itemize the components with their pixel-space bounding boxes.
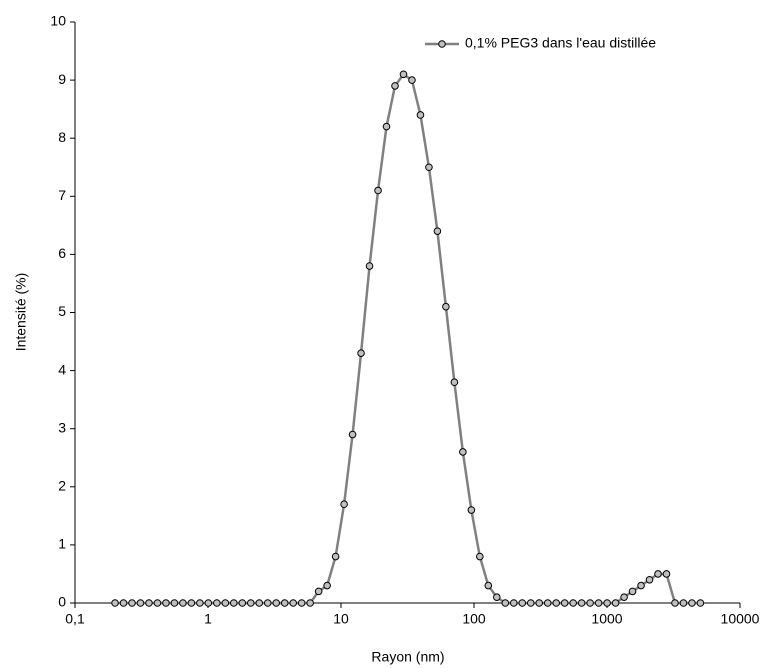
data-point	[654, 570, 662, 578]
y-tick-label: 4	[58, 361, 66, 377]
x-axis-label: Rayon (nm)	[371, 649, 444, 665]
data-point	[238, 599, 247, 607]
y-axis-label: Intensité (%)	[13, 273, 29, 352]
data-point	[408, 76, 416, 84]
data-point	[526, 599, 535, 607]
x-tick-label: 10	[333, 611, 349, 627]
data-point	[620, 593, 628, 601]
data-point	[399, 70, 408, 79]
data-point	[289, 599, 297, 607]
data-point	[229, 599, 238, 607]
data-point	[552, 599, 561, 607]
y-tick-label: 7	[58, 187, 66, 203]
data-point	[162, 599, 170, 607]
legend-marker	[438, 40, 446, 48]
data-point	[501, 599, 510, 607]
data-point	[221, 599, 230, 607]
y-tick-label: 2	[58, 478, 66, 494]
data-point	[365, 262, 374, 270]
data-point	[382, 122, 391, 131]
x-tick-label: 10000	[721, 611, 760, 627]
data-point	[442, 302, 450, 311]
data-point	[391, 82, 399, 90]
data-point	[348, 430, 357, 439]
data-point	[128, 599, 136, 607]
data-point	[586, 599, 594, 607]
data-point	[280, 599, 289, 607]
data-point	[569, 599, 577, 607]
data-point	[594, 599, 603, 607]
data-point	[509, 599, 518, 607]
data-point	[467, 506, 476, 514]
data-point	[374, 186, 382, 195]
data-point	[323, 581, 331, 590]
y-tick-label: 6	[58, 245, 66, 261]
data-point	[179, 599, 187, 607]
data-point	[450, 378, 459, 387]
data-point	[688, 599, 696, 607]
data-point	[331, 552, 340, 561]
data-point	[645, 575, 654, 584]
data-point	[306, 599, 314, 607]
data-point	[535, 599, 544, 607]
data-point	[187, 599, 196, 607]
data-point	[425, 163, 433, 172]
data-point	[357, 349, 365, 357]
data-point	[196, 599, 204, 607]
data-point	[119, 599, 128, 607]
data-point	[340, 500, 348, 509]
data-point	[628, 587, 637, 596]
data-point	[696, 599, 705, 607]
data-point	[560, 599, 569, 607]
data-point	[170, 599, 179, 607]
x-tick-label: 0,1	[65, 611, 85, 627]
data-point	[314, 587, 323, 596]
data-point	[603, 599, 611, 607]
data-point	[416, 111, 425, 119]
data-point	[204, 599, 213, 607]
y-tick-label: 9	[58, 71, 66, 87]
data-point	[518, 599, 527, 607]
data-point	[263, 599, 272, 607]
data-point	[476, 552, 484, 561]
data-point	[637, 581, 645, 590]
data-point	[255, 599, 264, 607]
data-point	[136, 599, 145, 607]
x-tick-label: 100	[462, 611, 486, 627]
y-tick-label: 0	[58, 594, 66, 610]
legend-label: 0,1% PEG3 dans l'eau distillée	[465, 35, 656, 51]
data-point	[246, 599, 255, 607]
data-point	[297, 599, 306, 607]
data-point	[671, 599, 679, 607]
data-point	[145, 599, 153, 607]
y-tick-label: 5	[58, 303, 66, 319]
x-tick-label: 1000	[591, 611, 622, 627]
data-point	[662, 570, 671, 578]
data-point	[459, 448, 467, 456]
data-point	[433, 227, 442, 235]
data-point	[484, 581, 493, 590]
series-line	[115, 72, 701, 605]
data-point	[213, 599, 221, 607]
data-point	[272, 599, 281, 607]
data-point	[679, 599, 688, 607]
data-point	[111, 599, 119, 607]
data-point	[543, 599, 552, 607]
data-point	[577, 599, 586, 607]
data-point	[611, 599, 620, 607]
y-tick-label: 3	[58, 419, 66, 435]
x-tick-label: 1	[204, 611, 212, 627]
y-tick-label: 10	[50, 13, 66, 29]
y-tick-label: 1	[58, 536, 66, 552]
y-tick-label: 8	[58, 129, 66, 145]
data-point	[153, 599, 162, 607]
data-point	[493, 593, 501, 601]
